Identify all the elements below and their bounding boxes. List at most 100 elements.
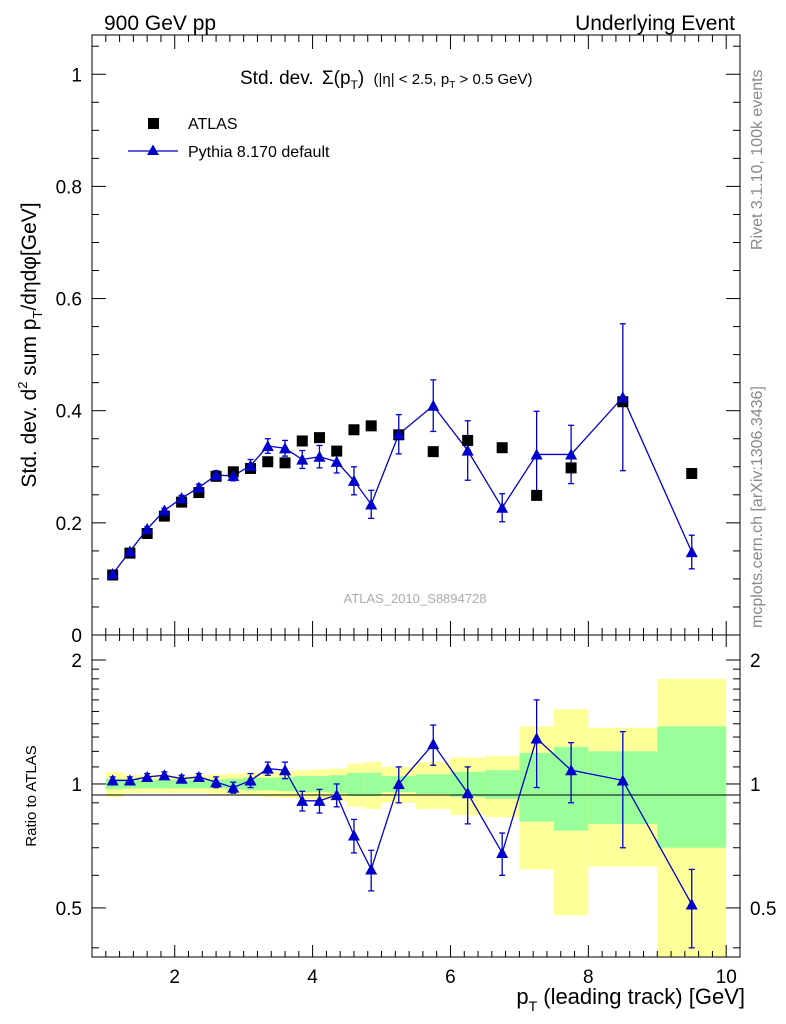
- atlas-data-point: [262, 456, 274, 468]
- mc-data-point: [313, 450, 326, 462]
- mc-data-point: [461, 444, 474, 456]
- atlas-data-point: [158, 510, 170, 522]
- main-ticks: 0 0.2 0.4 0.6 0.8 1: [56, 35, 740, 647]
- main-panel: 0 0.2 0.4 0.6 0.8 1 ATLAS_2010_S8894728 Std. …: [15, 34, 741, 647]
- legend-atlas-marker: [148, 118, 159, 129]
- mc-data-point: [427, 399, 440, 411]
- ratio-ticks: 2 4 6 8 10 0.5 0.5 1 1 2 2: [56, 635, 776, 988]
- ratio-data-point: [261, 762, 274, 774]
- mc-data-point: [279, 442, 292, 454]
- atlas-data-point: [565, 462, 577, 474]
- ratio-data-point: [244, 774, 257, 786]
- mc-data-point: [192, 481, 205, 493]
- stat-uncertainty-band: [484, 770, 520, 799]
- atlas-data-point: [531, 489, 543, 501]
- ratio-data-point: [330, 789, 343, 801]
- main-plot-watermark: ATLAS_2010_S8894728: [344, 591, 487, 606]
- ratio-data-point: [175, 772, 188, 784]
- x-tick-label: 6: [445, 967, 456, 988]
- ratio-y-tick-label-right: 2: [750, 651, 761, 672]
- ratio-plot-frame: [91, 634, 741, 958]
- ratio-data-point: [347, 829, 360, 841]
- ratio-data-point: [685, 898, 698, 910]
- ratio-y-axis-label: Ratio to ATLAS: [23, 745, 40, 846]
- y-tick-label: 0.6: [56, 290, 82, 311]
- stat-uncertainty-band: [157, 779, 175, 789]
- y-tick-label: 0: [71, 626, 82, 647]
- legend: ATLAS Pythia 8.170 default: [128, 116, 330, 161]
- generator-label: Rivet 3.1.10, 100k events: [749, 69, 766, 250]
- ratio-data-point: [392, 777, 405, 790]
- mc-data-point: [175, 492, 188, 504]
- stat-uncertainty-band: [226, 778, 244, 790]
- header-right-label: Underlying Event: [575, 12, 735, 35]
- ratio-data-point: [427, 738, 440, 750]
- mc-data-point: [123, 545, 136, 557]
- ratio-data-point: [296, 794, 309, 806]
- ratio-data-point: [279, 764, 292, 776]
- main-marks: [106, 323, 698, 581]
- atlas-data-point: [313, 432, 325, 444]
- ratio-data-point: [365, 863, 378, 875]
- mc-data-point: [565, 448, 578, 460]
- mc-data-point: [296, 453, 309, 465]
- mc-data-point: [616, 391, 629, 403]
- atlas-data-point: [331, 445, 343, 457]
- stat-uncertainty-band: [416, 774, 451, 795]
- ratio-data-point: [227, 781, 240, 793]
- ratio-data-point: [461, 787, 474, 799]
- mc-data-point: [244, 459, 257, 471]
- atlas-data-point: [462, 434, 474, 446]
- ratio-marks: [106, 699, 698, 949]
- mc-data-point: [261, 440, 274, 452]
- ratio-data-point: [106, 774, 119, 786]
- mc-data-point: [496, 501, 509, 513]
- atlas-data-point: [296, 435, 308, 447]
- mc-data-point: [227, 469, 240, 481]
- atlas-data-point: [686, 468, 698, 480]
- mc-data-point: [347, 474, 360, 486]
- legend-mc-label: Pythia 8.170 default: [188, 144, 330, 161]
- ratio-data-point: [496, 846, 509, 859]
- ratio-y-tick-label: 1: [71, 775, 82, 796]
- stat-uncertainty-band: [657, 726, 727, 848]
- y-tick-label: 0.8: [56, 177, 82, 198]
- x-axis-label: pT (leading track) [GeV]: [516, 984, 745, 1014]
- mc-data-point: [158, 504, 171, 516]
- ratio-panel: 2 4 6 8 10 0.5 0.5 1 1 2 2 Ratio to ATLAS: [23, 634, 776, 988]
- mc-data-point: [330, 455, 343, 467]
- stat-uncertainty-band: [295, 776, 313, 793]
- atlas-data-point: [279, 457, 291, 469]
- atlas-data-point: [427, 446, 439, 458]
- ratio-data-point: [158, 769, 171, 781]
- stat-uncertainty-band: [140, 779, 158, 789]
- stat-uncertainty-band: [174, 779, 192, 789]
- stat-uncertainty-band: [312, 776, 330, 793]
- mc-data-point: [392, 428, 405, 440]
- ratio-y-tick-label-right: 0.5: [750, 899, 776, 920]
- mc-data-point: [685, 546, 698, 558]
- stat-uncertainty-band: [191, 779, 210, 789]
- y-tick-label: 1: [71, 65, 82, 86]
- y-axis-label: Std. dev. d2 sum pT/dηdφ[GeV]: [15, 202, 45, 487]
- ratio-data-point: [192, 770, 205, 783]
- x-tick-label: 8: [583, 967, 594, 988]
- stat-uncertainty-band: [347, 772, 365, 796]
- header-left-label: 900 GeV pp: [104, 12, 216, 35]
- mc-data-point: [530, 448, 543, 460]
- x-tick-label: 4: [307, 967, 318, 988]
- source-label: mcplots.cern.ch [arXiv:1306.3436]: [749, 386, 766, 628]
- atlas-data-point: [348, 424, 360, 436]
- ratio-y-tick-label: 0.5: [56, 899, 82, 920]
- mc-data-point: [210, 469, 223, 481]
- legend-atlas-label: ATLAS: [188, 116, 238, 133]
- ratio-data-point: [313, 794, 326, 806]
- y-tick-label: 0.4: [56, 402, 83, 423]
- mc-data-point: [141, 523, 154, 535]
- mc-data-point: [106, 567, 119, 579]
- ratio-data-point: [616, 774, 629, 786]
- ratio-data-point: [141, 770, 154, 783]
- ratio-data-point: [530, 732, 543, 744]
- plot-title: Std. dev. Σ(pT) (|η| < 2.5, pT > 0.5 GeV…: [240, 68, 532, 92]
